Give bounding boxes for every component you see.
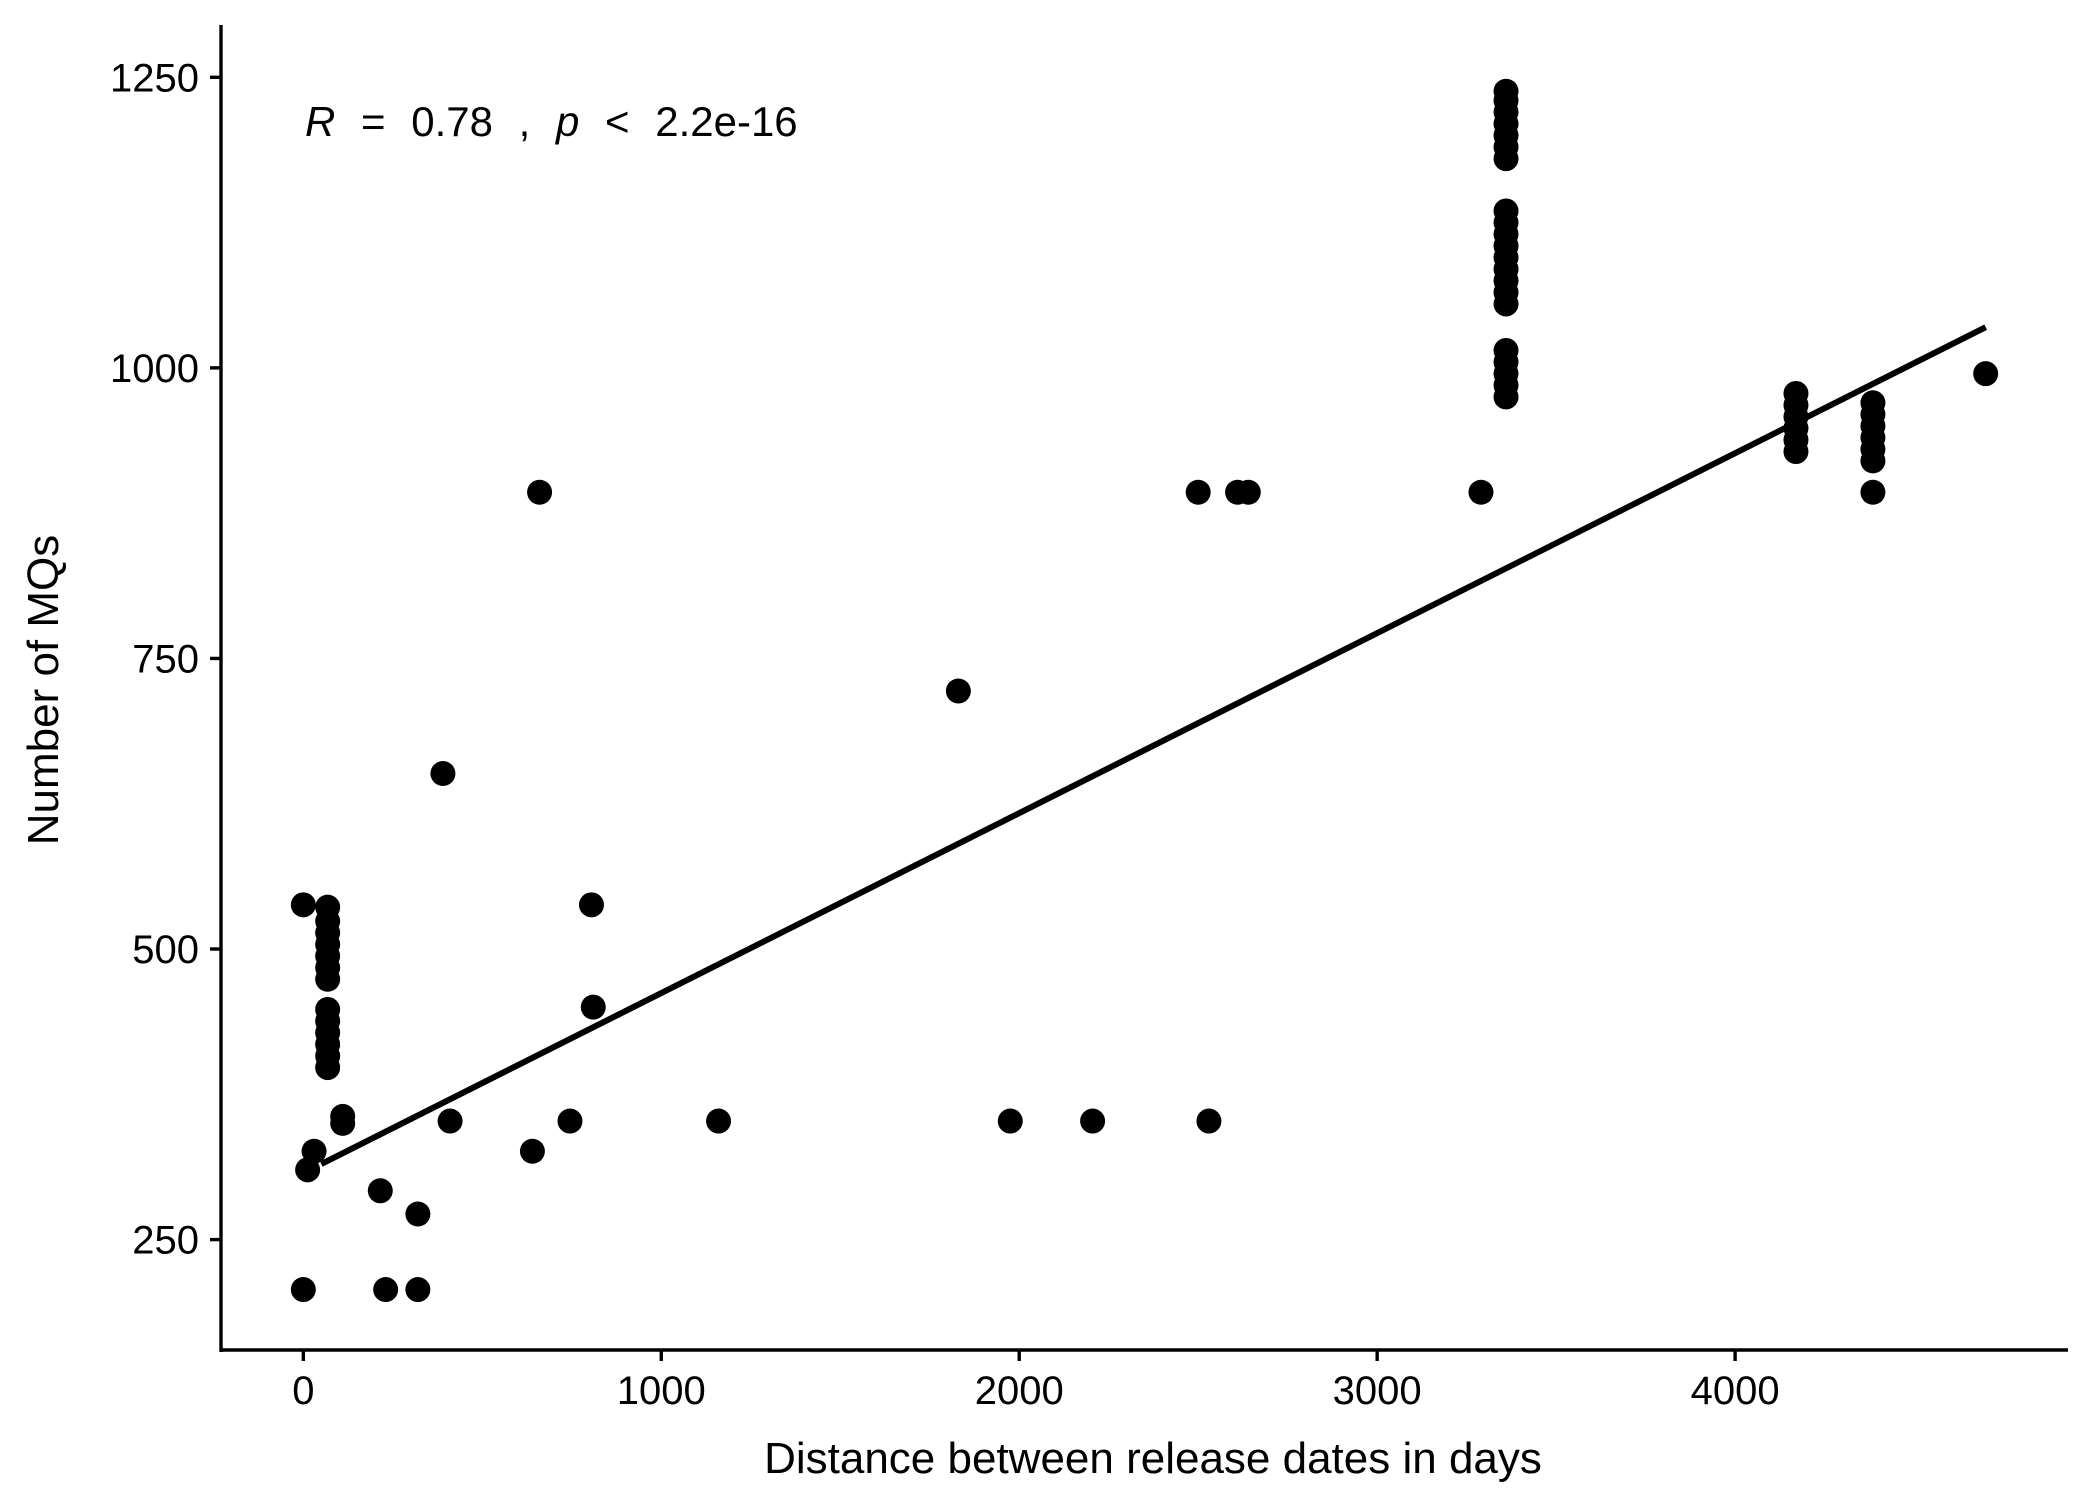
correlation-annotation: R = 0.78 , p < 2.2e-16 <box>305 98 798 145</box>
data-point-52 <box>1493 198 1519 224</box>
regression-line-layer <box>319 324 1988 1167</box>
y-tick-label-500: 500 <box>132 928 199 972</box>
y-tick-label-1250: 1250 <box>110 56 199 100</box>
x-tick-label-4000: 4000 <box>1691 1369 1780 1413</box>
data-point-19 <box>367 1178 393 1204</box>
data-point-30 <box>706 1108 732 1134</box>
p-operator: < <box>605 98 630 145</box>
points-layer <box>290 78 1999 1303</box>
data-point-20 <box>373 1277 399 1303</box>
regression-line <box>319 324 1988 1167</box>
x-tick-label-1000: 1000 <box>617 1369 706 1413</box>
data-point-73 <box>1973 361 1999 387</box>
data-point-1 <box>290 892 316 918</box>
data-point-27 <box>557 1108 583 1134</box>
data-point-29 <box>580 994 606 1020</box>
r-value: 0.78 <box>411 98 493 145</box>
x-tick-label-3000: 3000 <box>1333 1369 1422 1413</box>
data-point-9 <box>315 996 341 1022</box>
data-point-33 <box>1080 1108 1106 1134</box>
r-symbol: R <box>305 98 335 145</box>
p-value: 2.2e-16 <box>655 98 797 145</box>
data-point-25 <box>519 1138 545 1164</box>
annotation-separator: , <box>519 98 531 145</box>
y-axis-title: Number of MQs <box>19 535 68 846</box>
data-point-37 <box>1235 479 1261 505</box>
y-ticks: 250 500 750 1000 1250 <box>110 56 221 1263</box>
p-symbol: p <box>554 98 579 145</box>
data-point-65 <box>1783 380 1809 406</box>
data-point-43 <box>1493 337 1519 363</box>
data-point-22 <box>405 1201 431 1227</box>
data-point-21 <box>405 1277 431 1303</box>
y-tick-label-250: 250 <box>132 1219 199 1263</box>
data-point-26 <box>527 479 553 505</box>
data-point-28 <box>578 892 604 918</box>
data-point-3 <box>301 1138 327 1164</box>
data-point-18 <box>330 1103 356 1129</box>
data-point-35 <box>1196 1108 1222 1134</box>
data-point-59 <box>1493 78 1519 104</box>
data-point-72 <box>1860 390 1886 416</box>
data-point-38 <box>1468 479 1494 505</box>
r-equals: = <box>361 98 386 145</box>
data-point-66 <box>1860 479 1886 505</box>
data-point-24 <box>437 1108 463 1134</box>
y-tick-label-750: 750 <box>132 637 199 681</box>
data-point-32 <box>997 1108 1023 1134</box>
axes <box>219 25 2068 1352</box>
data-point-0 <box>290 1277 316 1303</box>
data-point-23 <box>430 761 456 787</box>
data-point-16 <box>315 894 341 920</box>
data-point-34 <box>1185 479 1211 505</box>
y-tick-label-1000: 1000 <box>110 347 199 391</box>
x-tick-label-2000: 2000 <box>975 1369 1064 1413</box>
x-axis-title: Distance between release dates in days <box>764 1434 1542 1483</box>
x-tick-label-0: 0 <box>292 1369 314 1413</box>
x-ticks: 0 1000 2000 3000 4000 <box>292 1350 1780 1413</box>
data-point-31 <box>945 678 971 704</box>
